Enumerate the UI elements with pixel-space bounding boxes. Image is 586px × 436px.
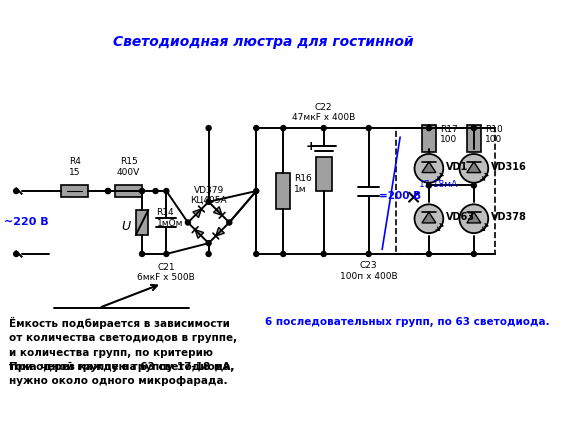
- Polygon shape: [195, 230, 204, 238]
- Text: R10
100: R10 100: [485, 125, 502, 144]
- Text: VD316: VD316: [491, 162, 527, 172]
- Circle shape: [185, 220, 190, 225]
- Circle shape: [254, 252, 259, 256]
- Text: R17
100: R17 100: [440, 125, 458, 144]
- Text: VD1: VD1: [446, 162, 468, 172]
- Circle shape: [13, 188, 19, 194]
- Polygon shape: [422, 162, 436, 173]
- Bar: [422, 126, 436, 152]
- Text: +: +: [306, 140, 316, 153]
- Polygon shape: [467, 212, 481, 223]
- Bar: [61, 185, 88, 198]
- Polygon shape: [422, 212, 436, 223]
- Text: R16
1м: R16 1м: [294, 174, 312, 194]
- Circle shape: [414, 154, 443, 183]
- Polygon shape: [467, 162, 481, 173]
- Circle shape: [164, 252, 169, 256]
- Text: ~220 В: ~220 В: [4, 218, 48, 228]
- Circle shape: [206, 126, 211, 131]
- Polygon shape: [216, 228, 224, 236]
- Circle shape: [164, 188, 169, 194]
- Text: VD378: VD378: [491, 212, 527, 222]
- Circle shape: [206, 241, 211, 246]
- Circle shape: [281, 126, 286, 131]
- Circle shape: [366, 252, 371, 256]
- Text: R15
400V: R15 400V: [117, 157, 140, 177]
- Text: Ёмкость подбирается в зависимости
от количества светодиодов в группе,
и количест: Ёмкость подбирается в зависимости от кол…: [9, 317, 237, 372]
- Text: При одной группе на 63 светодиода,
нужно около одного микрофарада.: При одной группе на 63 светодиода, нужно…: [9, 362, 234, 386]
- Circle shape: [254, 126, 259, 131]
- Text: =200 В: =200 В: [380, 191, 421, 201]
- Circle shape: [366, 126, 371, 131]
- Text: C23
100п х 400В: C23 100п х 400В: [340, 261, 397, 280]
- Polygon shape: [193, 209, 202, 218]
- Circle shape: [139, 252, 145, 256]
- Circle shape: [471, 252, 476, 256]
- Circle shape: [471, 126, 476, 131]
- Text: R4
15: R4 15: [69, 157, 80, 177]
- Circle shape: [427, 183, 431, 188]
- Circle shape: [281, 252, 286, 256]
- Bar: [316, 157, 332, 191]
- Circle shape: [206, 252, 211, 256]
- Circle shape: [471, 183, 476, 188]
- Bar: [396, 128, 495, 254]
- Circle shape: [254, 188, 259, 194]
- Circle shape: [427, 126, 431, 131]
- Circle shape: [459, 204, 488, 233]
- Circle shape: [414, 204, 443, 233]
- Bar: [115, 185, 142, 198]
- Text: 6 последовательных групп, по 63 светодиода.: 6 последовательных групп, по 63 светодио…: [265, 317, 550, 327]
- Text: VD379
КЦ405А: VD379 КЦ405А: [190, 186, 227, 205]
- Circle shape: [227, 220, 232, 225]
- Circle shape: [153, 188, 158, 194]
- Text: C21
6мкF х 500В: C21 6мкF х 500В: [138, 263, 195, 283]
- Bar: [466, 126, 481, 152]
- Circle shape: [13, 252, 19, 256]
- Circle shape: [139, 188, 145, 194]
- Circle shape: [427, 252, 431, 256]
- Circle shape: [321, 252, 326, 256]
- Circle shape: [459, 154, 488, 183]
- Text: VD63: VD63: [446, 212, 475, 222]
- Polygon shape: [213, 207, 222, 215]
- Circle shape: [206, 199, 211, 204]
- Circle shape: [321, 126, 326, 131]
- Text: R14
1мОм: R14 1мОм: [156, 208, 183, 228]
- Text: Светодиодная люстра для гостинной: Светодиодная люстра для гостинной: [113, 34, 414, 48]
- Circle shape: [105, 188, 110, 194]
- Circle shape: [105, 188, 110, 194]
- Bar: [276, 173, 291, 209]
- Text: U: U: [121, 221, 131, 234]
- Text: C22
47мкF х 400В: C22 47мкF х 400В: [292, 103, 355, 123]
- Bar: [136, 210, 148, 235]
- Text: 17-18мА: 17-18мА: [419, 180, 458, 189]
